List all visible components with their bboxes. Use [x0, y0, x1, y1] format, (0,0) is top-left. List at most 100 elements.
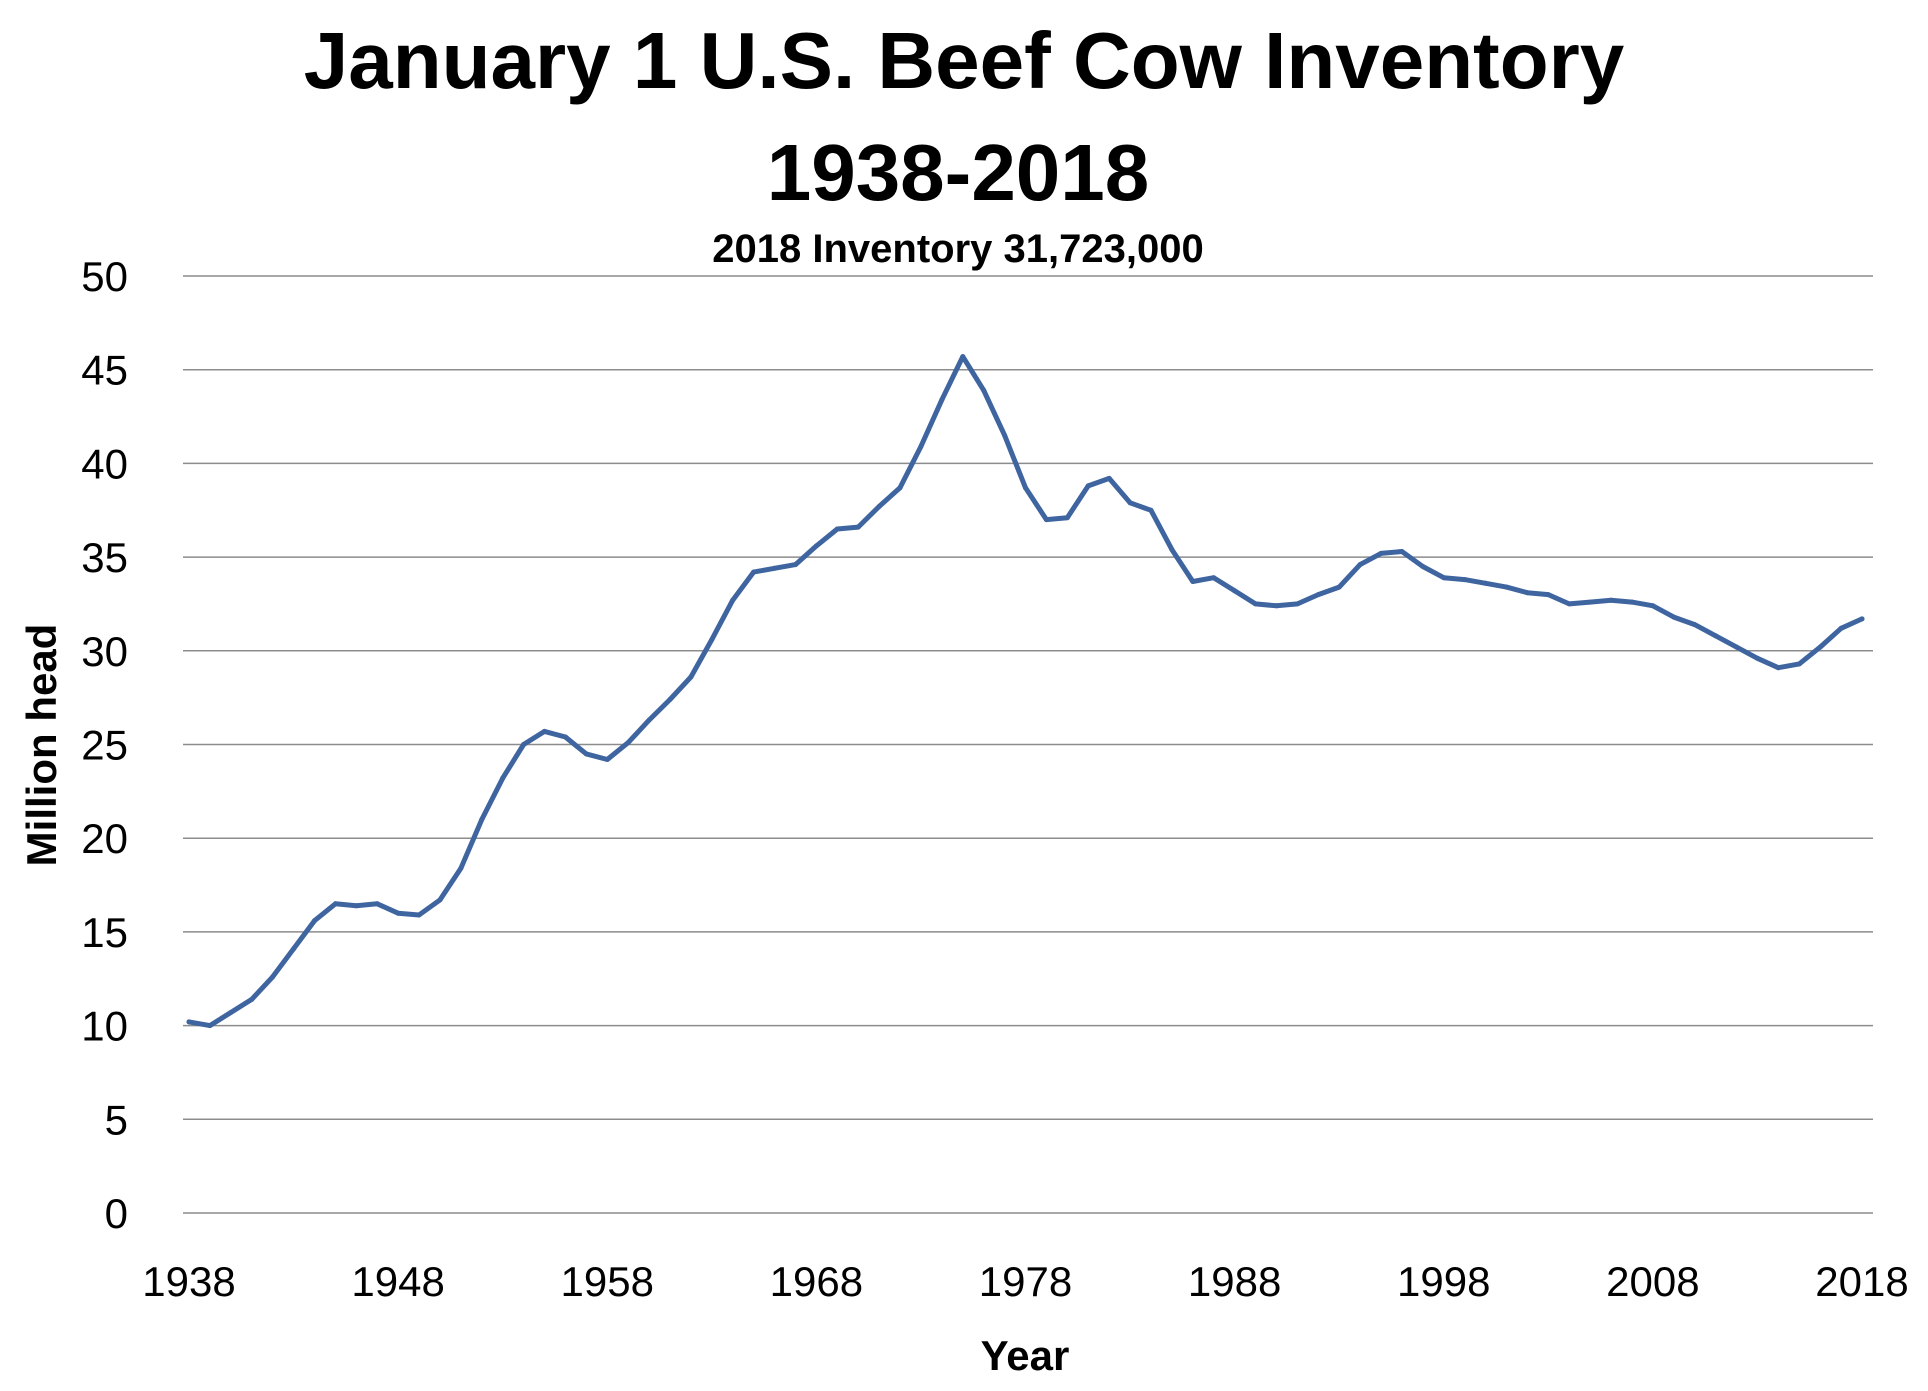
data-point-2017: [1838, 625, 1844, 631]
data-point-1998: [1441, 575, 1447, 581]
data-point-1965: [751, 569, 757, 575]
data-point-1986: [1190, 579, 1196, 584]
data-point-2008: [1650, 603, 1656, 609]
data-point-2001: [1504, 584, 1509, 590]
x-tick-label: 1958: [561, 1258, 654, 1305]
y-axis-title: Million head: [18, 624, 65, 867]
x-tick-label: 1938: [142, 1258, 235, 1305]
data-point-1956: [562, 734, 568, 740]
chart-subtitle: 2018 Inventory 31,723,000: [712, 227, 1203, 271]
data-point-1997: [1420, 564, 1426, 569]
data-point-1964: [730, 597, 736, 603]
data-point-1944: [312, 918, 317, 924]
data-point-1995: [1378, 550, 1384, 556]
data-point-1962: [688, 674, 694, 680]
data-point-1971: [876, 504, 882, 509]
data-point-2000: [1483, 580, 1489, 586]
data-point-1940: [228, 1010, 234, 1015]
data-point-2011: [1713, 633, 1719, 639]
data-point-1987: [1211, 575, 1217, 581]
data-point-1974: [939, 397, 945, 403]
data-point-1941: [249, 996, 255, 1002]
x-tick-label: 1948: [351, 1258, 444, 1305]
data-point-1968: [813, 543, 819, 549]
data-point-1993: [1336, 584, 1342, 590]
data-point-1948: [395, 910, 401, 916]
data-point-1967: [793, 562, 798, 568]
x-tick-label: 1998: [1397, 1258, 1490, 1305]
data-point-1954: [521, 742, 527, 747]
data-point-1982: [1106, 475, 1112, 481]
data-point-2018: [1859, 616, 1865, 622]
x-axis-title: Year: [981, 1332, 1070, 1379]
x-tick-label: 1968: [770, 1258, 863, 1305]
data-point-1984: [1148, 507, 1154, 513]
data-point-2013: [1754, 655, 1760, 661]
data-point-1985: [1169, 547, 1175, 553]
data-point-1955: [542, 728, 547, 734]
data-point-1950: [437, 897, 443, 903]
data-point-1990: [1274, 603, 1279, 609]
y-tick-label: 45: [81, 347, 128, 394]
data-point-1963: [709, 637, 715, 643]
y-tick-label: 15: [81, 909, 128, 956]
data-point-2015: [1796, 661, 1802, 667]
data-point-1951: [458, 865, 464, 871]
series-layer: [186, 354, 1865, 1029]
y-tick-label: 0: [105, 1190, 128, 1237]
data-point-1953: [500, 775, 506, 781]
data-point-1943: [291, 946, 297, 952]
data-point-1961: [667, 697, 673, 702]
series-line-beef-cow-inventory: [186, 354, 1865, 1029]
data-point-2010: [1692, 622, 1698, 628]
data-point-2014: [1775, 665, 1781, 671]
data-point-2003: [1545, 592, 1551, 598]
data-point-2009: [1671, 614, 1677, 620]
data-point-1959: [625, 740, 631, 746]
data-point-1988: [1232, 588, 1238, 594]
data-point-1966: [772, 565, 777, 571]
data-point-1975: [960, 354, 966, 360]
data-point-2012: [1734, 644, 1739, 650]
data-point-1938: [186, 1019, 192, 1025]
chart-title-line1: January 1 U.S. Beef Cow Inventory: [304, 16, 1625, 105]
data-point-1969: [834, 526, 840, 532]
x-tick-label: 2018: [1815, 1258, 1908, 1305]
data-point-1999: [1462, 577, 1468, 583]
gridlines: [183, 275, 1873, 1214]
data-point-1979: [1043, 517, 1049, 523]
x-tick-label: 1978: [979, 1258, 1072, 1305]
x-axis-ticks: 1938 1948 1958 1968 1978 1988 1998 2008 2018: [142, 1258, 1908, 1305]
data-point-1996: [1399, 549, 1405, 554]
x-tick-label: 2008: [1606, 1258, 1699, 1305]
data-point-2002: [1524, 590, 1530, 596]
data-point-1939: [207, 1023, 213, 1029]
chart-title-line2: 1938-2018: [767, 128, 1150, 217]
y-tick-label: 20: [81, 815, 128, 862]
data-point-1977: [1002, 432, 1008, 438]
data-point-2004: [1566, 601, 1572, 607]
data-point-1946: [353, 903, 359, 909]
data-point-1972: [897, 485, 903, 491]
data-point-1947: [374, 901, 380, 907]
y-tick-label: 40: [81, 440, 128, 487]
data-point-1981: [1085, 483, 1091, 489]
y-tick-label: 50: [81, 253, 128, 300]
y-tick-label: 25: [81, 722, 128, 769]
data-point-1949: [416, 912, 422, 918]
data-point-1976: [981, 387, 987, 393]
data-point-1945: [332, 901, 338, 907]
data-point-1960: [646, 717, 652, 723]
data-point-1957: [583, 751, 589, 757]
y-tick-label: 10: [81, 1003, 128, 1050]
data-point-1942: [270, 974, 276, 980]
data-point-1970: [855, 524, 861, 530]
data-point-1973: [918, 444, 924, 449]
data-point-2005: [1587, 599, 1593, 605]
y-tick-label: 30: [81, 628, 128, 675]
data-point-1958: [604, 757, 610, 762]
data-point-1978: [1023, 485, 1028, 491]
data-point-1989: [1253, 601, 1258, 607]
